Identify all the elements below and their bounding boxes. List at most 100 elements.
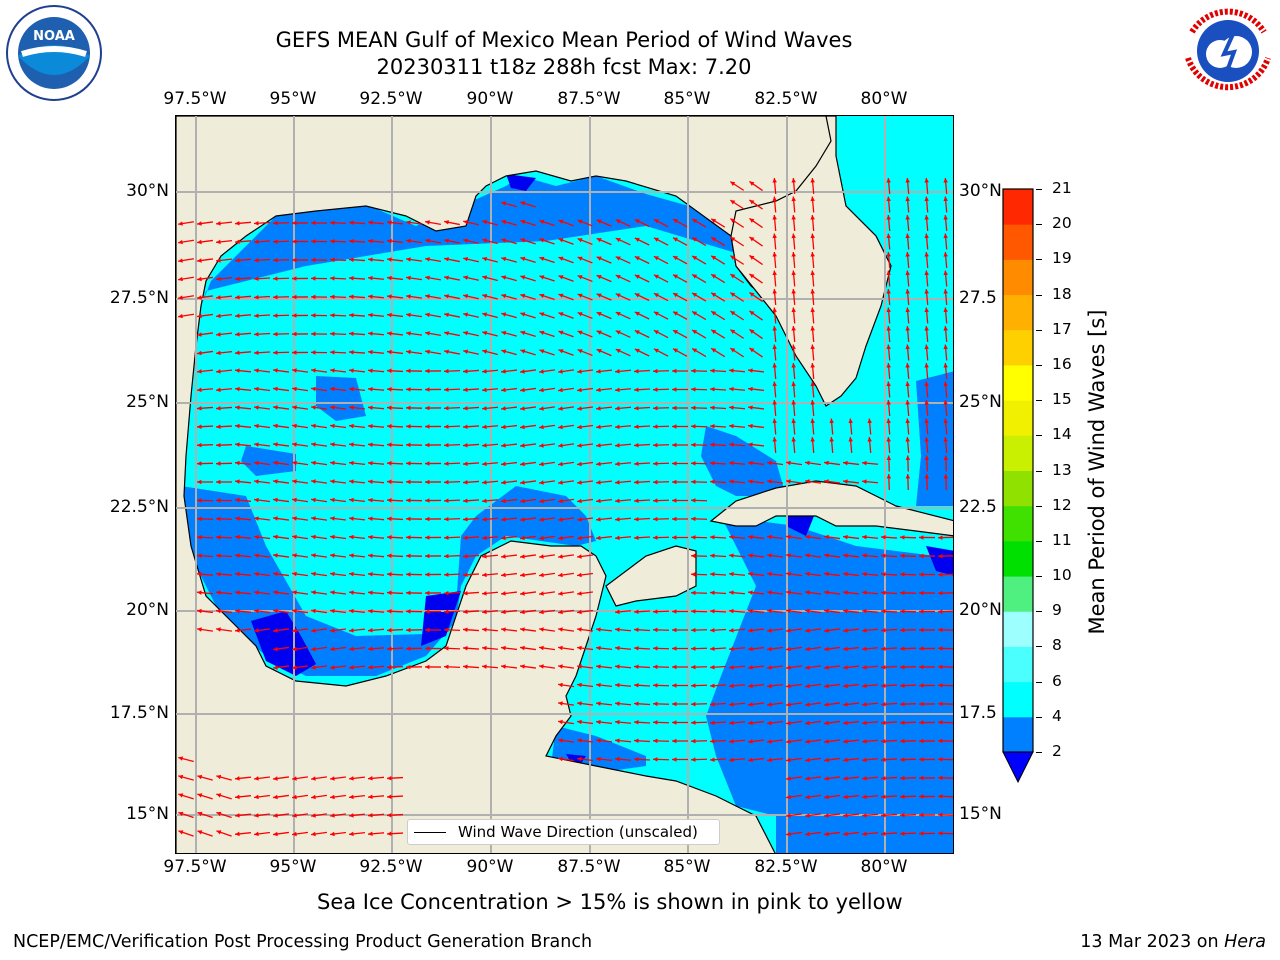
wind-wave-arrowhead [786,665,791,670]
wind-wave-arrowhead [767,479,772,484]
wind-wave-arrowhead [349,220,354,226]
wind-wave-arrowhead [905,418,910,424]
wind-wave-arrowhead [653,424,658,429]
wind-wave-arrowhead [216,793,222,798]
wind-wave-arrowhead [482,517,487,522]
wind-wave-arrowhead [539,609,544,615]
wind-wave-arrowhead [862,831,867,837]
wind-wave-arrowhead [368,497,373,503]
wind-wave-arrowhead [810,196,815,202]
wind-wave-arrowhead [924,196,929,202]
legend-label: Wind Wave Direction (unscaled) [458,823,698,841]
wind-wave-arrowhead [577,238,583,243]
wind-wave-arrowhead [924,418,929,424]
wind-wave-arrowhead [748,720,753,726]
wind-wave-arrowhead [235,442,240,447]
colorbar-tick-mark [1036,470,1042,472]
wind-wave-arrowhead [653,535,658,540]
wind-wave-arrowhead [311,813,316,818]
legend-line-icon [414,831,446,833]
wind-wave-arrowhead [692,274,698,279]
wind-wave-arrowhead [791,381,796,387]
wind-wave-arrowhead [691,609,696,614]
wind-wave-arrowhead [254,313,259,318]
wind-wave-arrowhead [596,480,601,485]
lon-tick-top: 97.5°W [163,89,227,109]
wind-wave-arrowhead [767,757,772,763]
wind-wave-arrowhead [273,628,278,633]
lat-tick-left: 22.5°N [109,497,169,517]
wind-wave-arrowhead [254,831,259,837]
wind-wave-arrowhead [368,628,373,633]
wind-wave-arrowhead [273,516,278,521]
wind-wave-arrowhead [292,460,297,466]
map-legend: Wind Wave Direction (unscaled) [407,819,720,845]
wind-wave-arrowhead [710,461,715,466]
wind-wave-arrowhead [615,369,620,374]
wind-wave-arrowhead [615,293,621,298]
wind-wave-arrowhead [311,423,316,429]
wind-wave-arrowhead [558,387,563,393]
colorbar-tick-label: 15 [1052,390,1072,409]
wind-wave-arrowhead [387,405,392,411]
wind-wave-arrowhead [558,756,563,762]
wind-wave-arrowhead [824,831,829,837]
wind-wave-arrowhead [924,252,929,257]
wind-wave-arrowhead [634,738,639,744]
wind-wave-arrowhead [368,442,373,447]
wind-wave-arrowhead [749,310,755,316]
wind-wave-arrowhead [558,701,563,706]
colorbar-tick-mark [1036,681,1042,683]
wind-wave-arrowhead [387,794,392,799]
wind-wave-arrowhead [406,368,411,374]
wind-wave-arrowhead [810,326,815,331]
wind-wave-arrowhead [425,627,430,633]
wind-wave-arrowhead [862,776,867,781]
wind-wave-arrowhead [178,313,183,319]
wind-wave-arrows [177,177,953,837]
wind-wave-arrowhead [881,775,886,781]
wind-wave-arrowhead [843,813,848,818]
wind-wave-arrowhead [216,276,221,282]
wind-wave-arrowhead [805,702,810,707]
wind-wave-arrowhead [254,276,259,281]
lat-tick-right: 25°N [959,392,1002,412]
wind-wave-arrowhead [767,590,772,595]
wind-wave-arrowhead [539,256,545,262]
wind-wave-arrowhead [235,423,240,429]
wind-wave-arrowhead [691,627,696,633]
wind-wave-arrowhead [596,369,601,374]
wind-wave-arrowhead [886,400,891,405]
wind-wave-arrowhead [900,627,905,633]
wind-wave-arrowhead [749,199,755,205]
wind-wave-arrowhead [786,757,791,763]
wind-wave-arrowhead [482,238,488,243]
colorbar-segment [1003,435,1033,471]
colorbar-tick-label: 4 [1052,706,1062,725]
wind-wave-arrowhead [368,831,373,837]
wind-wave-arrowhead [729,534,734,540]
wind-wave-arrowhead [197,571,202,577]
wind-wave-arrowhead [311,590,316,595]
wind-wave-arrowhead [368,349,373,355]
wind-wave-arrowhead [311,479,316,484]
wind-wave-arrowhead [292,534,297,540]
wind-wave-arrowhead [387,572,392,577]
wind-wave-arrowhead [387,535,392,540]
wind-wave-arrowhead [919,553,924,559]
wind-wave-arrowhead [919,720,924,725]
wind-wave-arrowhead [349,368,354,373]
wind-wave-arrowhead [577,387,582,393]
wind-wave-arrowhead [786,646,791,652]
wind-wave-arrowhead [577,627,582,632]
wind-wave-arrowhead [539,517,544,522]
wind-wave-arrowhead [292,479,297,484]
wind-wave-arrowhead [292,628,297,633]
lon-tick-bottom: 97.5°W [163,857,227,877]
wind-wave-arrowhead [577,572,582,578]
wind-wave-arrowhead [848,418,853,424]
wind-wave-arrowhead [273,350,278,355]
wind-wave-arrowhead [596,645,601,651]
colorbar-tick-label: 11 [1052,530,1072,549]
map-panel [175,115,954,854]
